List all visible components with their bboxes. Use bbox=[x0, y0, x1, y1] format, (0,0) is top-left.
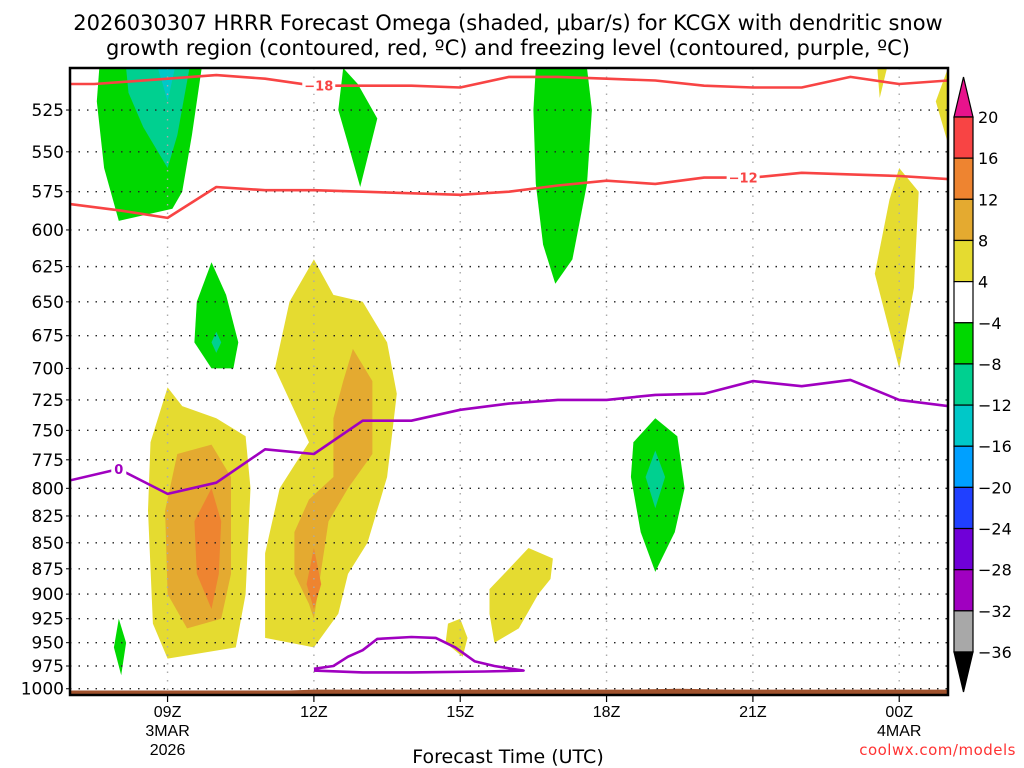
y-tick-label: 700 bbox=[32, 359, 64, 379]
x-tick-label: 18Z bbox=[593, 704, 621, 721]
contour-label-freezing-level-0: 0 bbox=[114, 463, 123, 478]
y-tick-label: 575 bbox=[32, 183, 64, 203]
colorbar-bin bbox=[953, 527, 974, 571]
x-tick-label: 21Z bbox=[739, 704, 767, 721]
y-axis-ticks: 525 550 575 600 625 650 675 700 725 750 775 800 825 8… bbox=[21, 101, 70, 700]
x-tick-label: 00Z bbox=[885, 704, 913, 721]
colorbar-level-label: −12 bbox=[978, 396, 1012, 415]
shaded-region-ascent-09z-upper-max bbox=[157, 68, 175, 102]
colorbar-top-arrow bbox=[953, 76, 974, 118]
y-tick-label: 775 bbox=[32, 451, 64, 471]
shaded-region-subsidence-12z-outer bbox=[265, 259, 397, 648]
shaded-region-ascent-19z-core bbox=[645, 450, 666, 509]
colorbar: 20 16 12 8 4 −4 −8 −12 −16 −20 −24 −28 −32 −36 bbox=[953, 76, 1012, 693]
colorbar-level-label: −32 bbox=[978, 602, 1012, 621]
colorbar-bottom-arrow bbox=[953, 651, 974, 693]
colorbar-bin bbox=[953, 157, 974, 200]
contour-lines: −18 −12 0 bbox=[70, 73, 948, 674]
y-tick-label: 900 bbox=[32, 585, 64, 605]
contour-freezing-level-0-low bbox=[313, 635, 525, 674]
colorbar-level-label: 8 bbox=[978, 231, 988, 250]
colorbar-bin bbox=[953, 198, 974, 242]
y-tick-label: 850 bbox=[32, 534, 64, 554]
y-tick-label: 725 bbox=[32, 391, 64, 411]
shaded-region-subsidence-14z-low bbox=[445, 618, 468, 657]
y-tick-label: 600 bbox=[32, 221, 64, 241]
y-tick-label: 875 bbox=[32, 560, 64, 580]
contour-label-bg bbox=[726, 169, 760, 186]
colorbar-level-label: −36 bbox=[978, 643, 1012, 662]
colorbar-level-label: −24 bbox=[978, 520, 1012, 539]
contour-dgz-minus18 bbox=[70, 73, 948, 89]
y-tick-label: 800 bbox=[32, 479, 64, 499]
shaded-region-ascent-10z-core bbox=[211, 331, 222, 353]
y-tick-label: 825 bbox=[32, 507, 64, 527]
chart-title-line-2: growth region (contoured, red, ºC) and f… bbox=[106, 36, 910, 60]
contour-label-bg bbox=[111, 461, 127, 478]
y-tick-label: 525 bbox=[32, 101, 64, 121]
contour-label-dgz-minus12: −12 bbox=[729, 172, 758, 187]
colorbar-bin bbox=[953, 363, 974, 406]
y-tick-label: 1000 bbox=[21, 680, 64, 700]
colorbar-bin bbox=[953, 569, 974, 612]
x-tick-label: 3MAR bbox=[145, 723, 189, 740]
colorbar-bin bbox=[953, 239, 974, 283]
colorbar-bin bbox=[953, 610, 974, 653]
shaded-region-ascent-09z-upper-core bbox=[126, 68, 190, 168]
x-axis-label: Forecast Time (UTC) bbox=[412, 746, 603, 768]
shaded-region-ascent-13z bbox=[338, 68, 378, 187]
shaded-region-subsidence-23z-top bbox=[877, 68, 887, 98]
colorbar-level-label: 20 bbox=[978, 108, 998, 127]
colorbar-level-label: 4 bbox=[978, 273, 988, 292]
x-tick-label: 12Z bbox=[300, 704, 328, 721]
plot-frame bbox=[68, 66, 950, 697]
contour-label-dgz-minus18: −18 bbox=[304, 80, 333, 95]
shaded-region-subsidence-01z-top bbox=[935, 68, 948, 144]
contour-freezing-level-0 bbox=[70, 378, 948, 496]
colorbar-level-label: −28 bbox=[978, 561, 1012, 580]
credit-text: coolwx.com/models bbox=[859, 741, 1016, 759]
y-tick-label: 750 bbox=[32, 421, 64, 441]
terrain-layer bbox=[70, 688, 948, 695]
shaded-region-ascent-08z-low bbox=[113, 618, 127, 676]
grid-lines bbox=[70, 68, 948, 695]
colorbar-bin bbox=[953, 404, 974, 447]
colorbar-level-label: −16 bbox=[978, 437, 1012, 456]
y-tick-label: 550 bbox=[32, 143, 64, 163]
chart-title-line-1: 2026030307 HRRR Forecast Omega (shaded, … bbox=[73, 11, 942, 35]
shaded-region-subsidence-09z-core bbox=[194, 488, 222, 609]
x-tick-label: 15Z bbox=[446, 704, 474, 721]
colorbar-level-label: −8 bbox=[978, 355, 1002, 374]
contour-label-bg bbox=[302, 77, 336, 94]
colorbar-bin bbox=[953, 486, 974, 530]
colorbar-bin bbox=[953, 445, 974, 488]
y-tick-label: 950 bbox=[32, 634, 64, 654]
y-tick-label: 650 bbox=[32, 293, 64, 313]
x-tick-label: 4MAR bbox=[877, 723, 921, 740]
colorbar-level-label: 16 bbox=[978, 149, 998, 168]
y-tick-label: 975 bbox=[32, 657, 64, 677]
contour-dgz-minus12 bbox=[70, 171, 948, 220]
shaded-region-ascent-17z bbox=[533, 68, 592, 284]
x-tick-label: 2026 bbox=[150, 742, 186, 759]
colorbar-bin bbox=[953, 281, 974, 324]
colorbar-level-label: −4 bbox=[978, 314, 1002, 333]
colorbar-level-label: −20 bbox=[978, 478, 1012, 497]
y-tick-label: 925 bbox=[32, 610, 64, 630]
y-tick-label: 625 bbox=[32, 258, 64, 278]
shaded-region-ascent-10z bbox=[194, 262, 239, 369]
shaded-region-subsidence-16z-low bbox=[489, 548, 553, 643]
colorbar-bin bbox=[953, 116, 974, 159]
colorbar-bin bbox=[953, 322, 974, 365]
omega-shaded-regions bbox=[96, 68, 948, 676]
x-axis-ticks: 09Z 3MAR 2026 12Z 15Z 18Z 21Z 00Z 4MAR bbox=[145, 695, 921, 759]
shaded-region-subsidence-23z-upper bbox=[874, 168, 919, 369]
y-tick-label: 675 bbox=[32, 327, 64, 347]
colorbar-level-label: 12 bbox=[978, 190, 998, 209]
x-tick-label: 09Z bbox=[154, 704, 182, 721]
terrain-fill bbox=[70, 688, 948, 695]
